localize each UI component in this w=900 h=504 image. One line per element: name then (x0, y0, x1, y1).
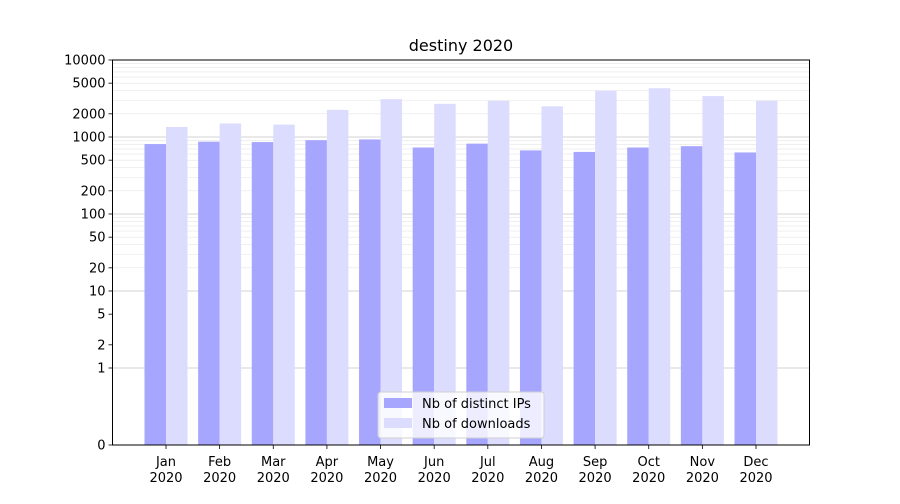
y-tick-label: 100 (81, 208, 106, 223)
y-tick-label: 20 (89, 261, 106, 276)
y-tick-label: 500 (81, 154, 106, 169)
bar-distinct-ips (359, 139, 381, 445)
bar-downloads (541, 106, 563, 446)
bar-distinct-ips (627, 147, 649, 445)
x-tick-label: Oct 2020 (632, 455, 665, 486)
x-tick-label: Apr 2020 (310, 455, 343, 486)
bar-downloads (595, 90, 617, 445)
bar-downloads (219, 123, 242, 445)
x-tick-label: Jan 2020 (149, 455, 182, 486)
y-tick-label: 1000 (72, 131, 105, 146)
bar-downloads (756, 100, 778, 446)
x-axis: Jan 2020 Feb 2020 Mar 2020 Apr 2020 May 2020 Jun 20… (149, 445, 773, 486)
bar-downloads (326, 109, 349, 445)
y-tick-label: 2 (97, 338, 105, 353)
y-tick-label: 10 (89, 285, 106, 300)
bar-distinct-ips (680, 146, 703, 445)
x-tick-label: Aug 2020 (525, 455, 558, 486)
y-tick-label: 1 (97, 362, 105, 377)
y-tick-label: 5000 (72, 77, 105, 92)
chart-title: destiny 2020 (409, 36, 513, 55)
x-tick-label: Jun 2020 (418, 455, 451, 486)
legend-label: Nb of distinct IPs (422, 397, 531, 412)
y-tick-label: 200 (81, 184, 106, 199)
bar-distinct-ips (466, 143, 488, 445)
bar-distinct-ips (198, 141, 220, 445)
x-tick-label: Jul 2020 (471, 455, 504, 486)
bar-downloads (434, 103, 456, 446)
y-tick-label: 10000 (64, 54, 105, 69)
x-tick-label: Feb 2020 (203, 455, 236, 486)
bar-downloads (273, 124, 295, 446)
x-tick-label: Dec 2020 (739, 455, 772, 486)
bar-downloads (380, 99, 403, 445)
legend-swatch (384, 418, 412, 428)
legend: Nb of distinct IPs Nb of downloads (377, 391, 545, 439)
bar-distinct-ips (305, 140, 327, 445)
legend-label: Nb of downloads (422, 417, 531, 432)
bar-downloads (487, 100, 510, 446)
bar-distinct-ips (144, 144, 166, 446)
y-tick-label: 2000 (72, 107, 105, 122)
bars-layer (144, 88, 778, 446)
x-tick-label: May 2020 (364, 455, 397, 486)
y-axis: 0 1 2 5 10 20 50 100 200 500 1000 2000 5000 10000 (64, 54, 113, 454)
bar-downloads (648, 88, 671, 445)
y-tick-label: 0 (97, 439, 105, 454)
bar-distinct-ips (412, 147, 435, 445)
x-tick-label: Mar 2020 (257, 455, 290, 486)
y-tick-label: 5 (97, 308, 105, 323)
legend-box (377, 391, 545, 439)
x-tick-label: Nov 2020 (686, 455, 719, 486)
bar-distinct-ips (573, 151, 596, 446)
bar-distinct-ips (519, 150, 542, 445)
bar-downloads (166, 126, 188, 446)
bar-distinct-ips (251, 142, 274, 445)
bar-downloads (702, 96, 724, 446)
legend-swatch (384, 398, 412, 408)
bar-distinct-ips (734, 152, 756, 445)
plot-frame (112, 59, 810, 446)
x-tick-label: Sep 2020 (579, 455, 612, 486)
y-tick-label: 50 (89, 231, 106, 246)
